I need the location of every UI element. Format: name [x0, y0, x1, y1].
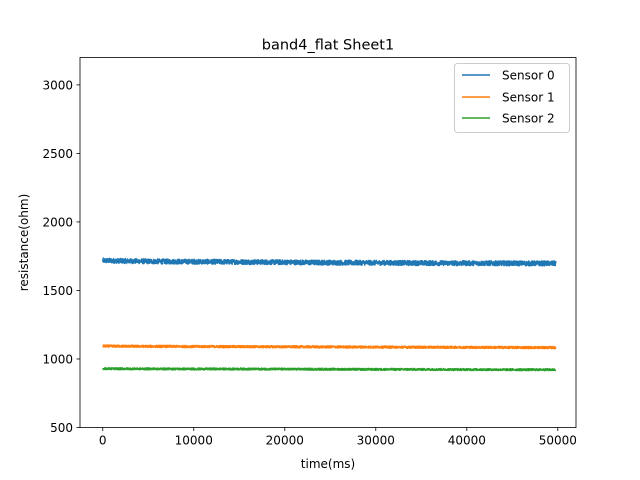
- series-sensor-0: [102, 257, 557, 267]
- x-tick-label: 20000: [266, 434, 304, 448]
- y-tick-label: 2500: [42, 147, 73, 161]
- x-tick-label: 30000: [357, 434, 395, 448]
- series-layer: [102, 257, 557, 372]
- legend-label-sensor-2: Sensor 2: [502, 112, 555, 126]
- series-line: [102, 367, 557, 372]
- legend-label-sensor-0: Sensor 0: [502, 69, 555, 83]
- y-tick-label: 3000: [42, 78, 73, 92]
- x-tick-label: 50000: [539, 434, 577, 448]
- series-line: [102, 257, 557, 267]
- legend-label-sensor-1: Sensor 1: [502, 91, 555, 105]
- y-axis-label: resistance(ohm): [17, 194, 31, 292]
- x-axis-label: time(ms): [301, 457, 355, 471]
- series-sensor-2: [102, 367, 557, 372]
- y-tick-label: 500: [50, 421, 73, 435]
- y-tick-label: 1500: [42, 284, 73, 298]
- series-sensor-1: [102, 344, 557, 350]
- y-tick-label: 2000: [42, 215, 73, 229]
- axes-frame: [79, 57, 577, 428]
- x-tick-label: 10000: [175, 434, 213, 448]
- x-axis: 0 10000 20000 30000 40000 50000: [99, 427, 577, 448]
- y-axis: 500 1000 1500 2000 2500 3000: [42, 78, 80, 435]
- x-tick-label: 40000: [448, 434, 486, 448]
- y-tick-label: 1000: [42, 352, 73, 366]
- legend-box: [454, 63, 570, 133]
- legend: Sensor 0 Sensor 1 Sensor 2: [454, 63, 570, 133]
- series-line: [102, 344, 557, 350]
- chart-title: band4_flat Sheet1: [262, 38, 394, 54]
- x-tick-label: 0: [99, 434, 107, 448]
